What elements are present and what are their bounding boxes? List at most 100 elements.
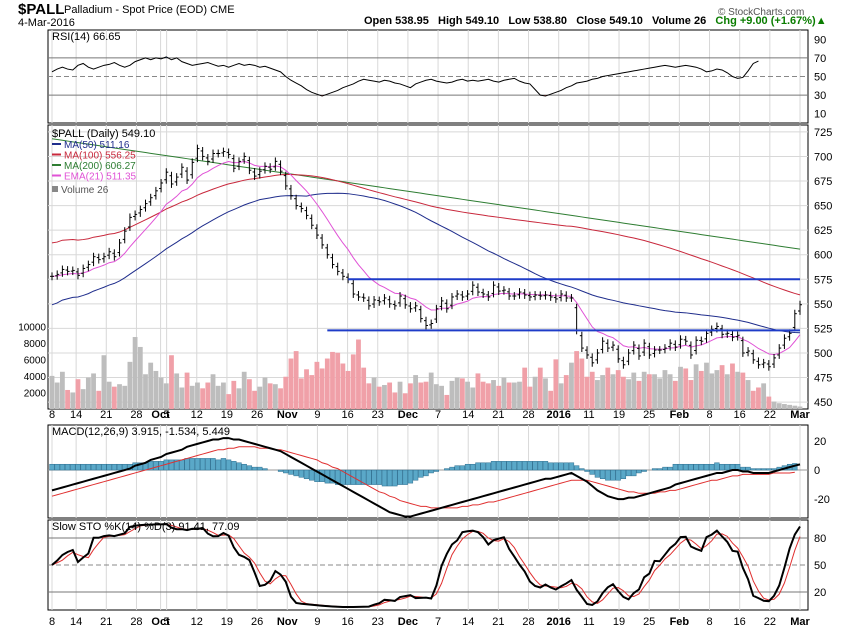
macd-histogram-bar [70, 463, 76, 471]
macd-histogram-bar [303, 469, 310, 480]
legend-swatch-volume [52, 186, 58, 192]
price-y-tick: 475 [814, 373, 832, 385]
x-tick-label: 19 [613, 616, 625, 628]
volume-bar [80, 389, 86, 409]
instrument-name: Palladium - Spot Price (EOD) [64, 4, 208, 16]
volume-bar [657, 378, 663, 409]
volume-bar [106, 381, 112, 409]
ma100-line [51, 174, 801, 296]
macd-signal-line [51, 446, 795, 509]
x-tick-label: 21 [492, 616, 504, 628]
legend-label: EMA(21) 511.35 [64, 172, 137, 183]
ticker-symbol: $PALL [18, 1, 65, 18]
volume-bar [605, 367, 611, 409]
macd-histogram-bar [641, 469, 647, 472]
ma200-line [51, 138, 801, 250]
volume-bar [272, 384, 278, 409]
x-tick-label: 23 [372, 616, 384, 628]
x-tick-label: Feb [670, 409, 690, 421]
volume-bar [558, 383, 564, 409]
volume-bar [200, 388, 206, 409]
volume-bar [496, 385, 502, 409]
macd-histogram-bar [631, 469, 637, 477]
macd-histogram-bar [397, 469, 403, 485]
volume-bar [584, 376, 590, 409]
volume-bar [548, 390, 554, 409]
volume-y-tick: 8000 [24, 339, 47, 350]
volume-bar [298, 378, 304, 409]
rsi-y-tick: 30 [814, 90, 826, 102]
volume-bar [117, 384, 122, 409]
volume-bar [96, 390, 102, 409]
volume-bar [766, 396, 772, 409]
macd-histogram-bar [444, 468, 450, 471]
price-y-tick: 725 [814, 127, 832, 139]
macd-histogram-bar [688, 463, 694, 471]
macd-histogram-bar [610, 469, 616, 481]
volume-bar [439, 385, 444, 409]
x-tick-label: 25 [643, 409, 655, 421]
sto-y-tick: 50 [814, 560, 826, 572]
macd-histogram-bar [677, 463, 684, 471]
macd-y-tick: 20 [814, 436, 826, 448]
volume-bar [714, 370, 720, 409]
price-y-tick: 600 [814, 250, 832, 262]
volume-bar [511, 382, 517, 409]
volume-bar [350, 354, 356, 409]
macd-histogram-bar [667, 466, 673, 471]
macd-histogram-bar [386, 469, 393, 487]
volume-bar [787, 404, 793, 409]
volume-bar [65, 389, 70, 409]
macd-histogram-bar [506, 461, 512, 471]
macd-histogram-bar [662, 466, 668, 471]
macd-histogram-bar [511, 461, 517, 471]
volume-bar [257, 386, 263, 409]
volume-bar [408, 383, 413, 409]
macd-title: MACD(12,26,9) 3.915, -1.534, 5.449 [52, 426, 230, 438]
macd-histogram-bar [111, 463, 117, 471]
macd-histogram-bar [568, 462, 575, 471]
volume-bar [527, 386, 533, 409]
macd-histogram-bar [480, 462, 486, 471]
volume-y-tick: 2000 [24, 388, 47, 399]
macd-histogram-bar [189, 458, 195, 471]
macd-histogram-bar [683, 463, 689, 471]
volume-bar [288, 358, 294, 409]
volume-bar [205, 382, 211, 409]
volume-bar [641, 371, 647, 409]
macd-histogram-bar [745, 466, 751, 471]
volume-bar [267, 383, 273, 409]
change-text: Chg +9.00 (+1.67%) [715, 15, 816, 27]
x-tick-label: 16 [341, 616, 353, 628]
x-tick-label: 19 [221, 616, 233, 628]
macd-histogram-bar [293, 469, 299, 477]
macd-histogram-bar [485, 462, 491, 471]
chart-date: 4-Mar-2016 [18, 17, 75, 29]
volume-bar [111, 386, 117, 409]
x-tick-label: 11 [583, 409, 594, 421]
watermark-credit: © StockCharts.com [718, 7, 805, 18]
sto-title: Slow STO %K(14) %D(3) 91.41, 77.09 [52, 521, 240, 533]
volume-bar [293, 351, 299, 409]
volume-bar [392, 392, 398, 409]
macd-histogram-bar [719, 463, 725, 471]
x-tick-label: Dec [398, 616, 418, 628]
macd-histogram-bar [433, 469, 440, 472]
volume-y-tick: 4000 [24, 372, 47, 383]
macd-histogram-bar [496, 461, 502, 471]
x-tick-label: 26 [251, 616, 263, 628]
macd-histogram-bar [137, 462, 143, 471]
x-tick-label: 28 [130, 616, 142, 628]
volume-bar [480, 381, 486, 409]
volume-bar [776, 403, 782, 409]
price-y-tick: 675 [814, 176, 832, 188]
volume-bar [423, 381, 429, 409]
volume-bar [345, 370, 351, 409]
macd-histogram-bar [329, 469, 336, 484]
x-tick-label: 22 [764, 616, 776, 628]
macd-histogram-bar [418, 469, 424, 478]
volume-bar [330, 351, 335, 409]
volume-bar [724, 374, 730, 409]
volume-bar [324, 358, 330, 409]
macd-histogram-bar [168, 459, 175, 471]
